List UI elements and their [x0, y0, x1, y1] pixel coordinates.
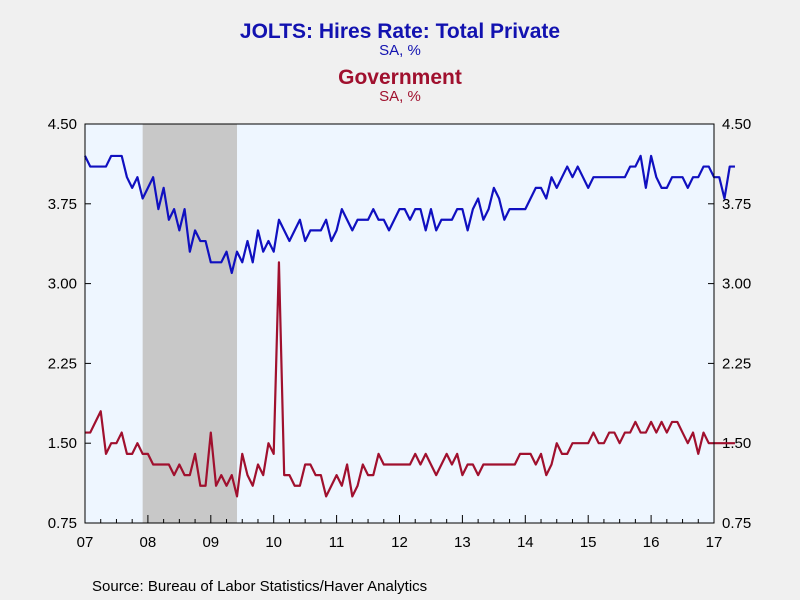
x-tick-label: 08: [140, 534, 157, 551]
y-tick-label-left: 0.75: [48, 515, 77, 532]
y-tick-label-right: 1.50: [722, 435, 751, 452]
x-tick-label: 12: [391, 534, 408, 551]
government-series-line: [85, 261, 735, 498]
chart-subtitle-private: SA, %: [379, 42, 421, 59]
chart-title-private: JOLTS: Hires Rate: Total Private: [239, 20, 561, 43]
source-note: Source: Bureau of Labor Statistics/Haver…: [92, 578, 428, 595]
y-tick-label-left: 3.00: [48, 276, 77, 293]
y-tick-label-left: 4.50: [48, 116, 77, 133]
x-tick-label: 16: [643, 534, 660, 551]
plot-frame: [84, 123, 715, 524]
x-tick-label: 09: [202, 534, 219, 551]
private-series-line: [84, 154, 735, 275]
x-tick-label: 10: [265, 534, 282, 551]
chart-title-government: Government: [338, 66, 462, 89]
y-tick-label-left: 1.50: [48, 435, 77, 452]
y-tick-label-left: 3.75: [48, 196, 77, 213]
x-tick-label: 14: [517, 534, 534, 551]
x-tick-label: 17: [706, 534, 723, 551]
x-tick-label: 15: [580, 534, 597, 551]
x-tick-label: 11: [329, 534, 345, 551]
y-tick-label-left: 2.25: [48, 355, 77, 372]
y-tick-label-right: 4.50: [722, 116, 751, 133]
y-tick-label-right: 2.25: [722, 355, 751, 372]
y-tick-label-right: 3.75: [722, 196, 751, 213]
recession-band: [142, 124, 238, 523]
x-tick-label: 07: [77, 534, 94, 551]
y-tick-label-right: 3.00: [722, 276, 751, 293]
y-tick-label-right: 0.75: [722, 515, 751, 532]
chart-subtitle-government: SA, %: [379, 88, 421, 105]
axis-tick-labels: 4.50 4.50 3.75 3.75 3.00 3.00 2.25 2.25 1.50 1.50…: [48, 116, 751, 551]
x-tick-label: 13: [454, 534, 471, 551]
